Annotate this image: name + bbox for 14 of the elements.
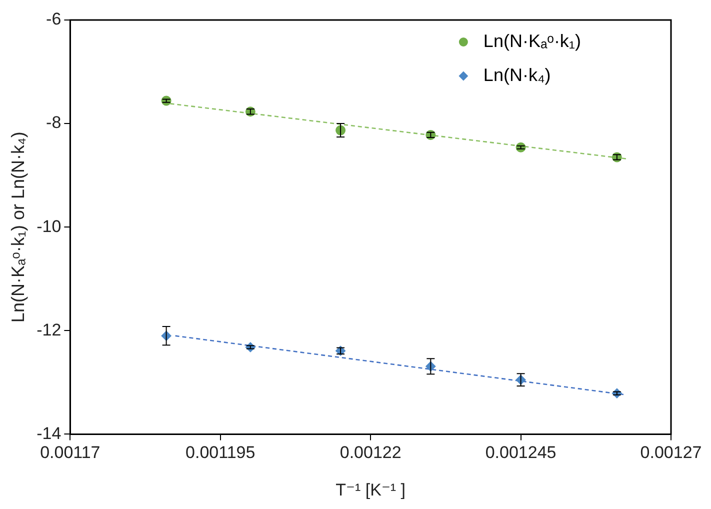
x-tick-label: 0.00127 [640,443,702,462]
x-tick-label: 0.001195 [186,443,256,462]
y-tick-label: -6 [46,10,62,29]
legend-label: Ln(N·Kₐᵒ·k₁) [483,30,582,51]
y-tick-label: -10 [36,216,62,236]
y-axis-title: Ln(N·Kₐᵒ·k₁) or Ln(N·k₄) [8,132,28,323]
x-tick-label: 0.001245 [485,443,556,462]
x-tick-label: 0.00117 [40,443,100,462]
legend-label: Ln(N·k₄) [483,64,551,85]
y-tick-label: -8 [46,113,62,132]
y-tick-label: -14 [36,424,62,443]
x-axis-title: T⁻¹ [K⁻¹ ] [336,480,406,500]
x-tick-label: 0.00122 [340,443,402,462]
y-tick-label: -12 [36,320,62,340]
